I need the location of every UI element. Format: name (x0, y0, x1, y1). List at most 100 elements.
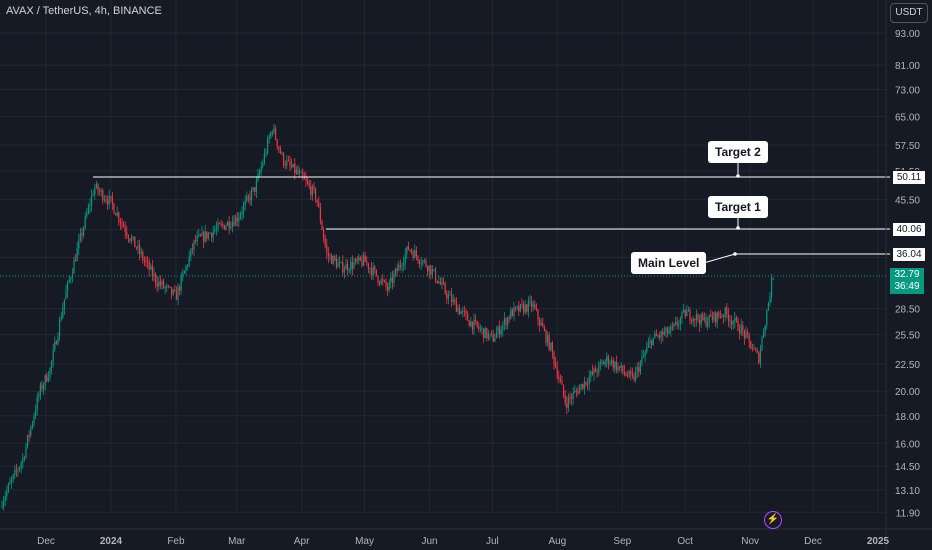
candle-body (337, 262, 339, 268)
candle-body (137, 245, 139, 249)
candle-body (506, 317, 509, 326)
candle-body (682, 309, 685, 312)
candle-body (674, 321, 677, 324)
candle-body (103, 199, 105, 201)
candle-body (562, 384, 565, 395)
candle-body (471, 321, 473, 330)
price-tick-label: 20.00 (895, 387, 920, 398)
candle-body (175, 290, 177, 300)
candle-body (486, 328, 488, 339)
candle-body (49, 367, 51, 378)
candle-body (348, 270, 350, 271)
main-level-pointer-dot (733, 252, 737, 256)
candle-body (650, 340, 653, 346)
time-tick-label: Aug (548, 536, 566, 547)
candle-body (770, 278, 773, 298)
candle-body (271, 132, 273, 133)
candle-body (590, 371, 592, 377)
last-price: 32.79 (894, 269, 920, 280)
candle-body (510, 309, 512, 319)
candle-body (439, 281, 441, 285)
candle-body (466, 313, 469, 321)
candle-body (543, 327, 545, 331)
candle-body (249, 196, 251, 201)
candle-body (511, 309, 513, 317)
candle-body (226, 221, 229, 226)
candle-body (338, 262, 341, 263)
candle-body (599, 362, 601, 364)
time-tick-label: Dec (804, 536, 822, 547)
currency-button[interactable]: USDT (890, 3, 928, 23)
candle-body (236, 217, 238, 222)
candle-body (626, 375, 629, 377)
candle-body (751, 348, 753, 350)
candle-body (84, 216, 86, 228)
grid (0, 0, 886, 513)
target-2-pointer-dot (736, 174, 740, 178)
candle-body (436, 280, 438, 283)
candle-body (367, 263, 369, 269)
lightning-bolt-icon[interactable]: ⚡ (764, 511, 782, 529)
candle-body (207, 233, 209, 239)
candle-body (265, 152, 267, 154)
candle-body (346, 263, 349, 271)
candle-body (262, 162, 264, 167)
candle-body (460, 311, 462, 314)
time-axis: Dec 2024 Feb Mar Apr May Jun Jul Aug Sep Oct Nov Dec… (0, 528, 932, 547)
candle-body (105, 199, 107, 201)
main-level-label[interactable]: Main Level (631, 252, 707, 274)
candle-body (79, 233, 81, 240)
candle-body (166, 285, 168, 288)
candle-body (711, 316, 713, 320)
candle-body (578, 387, 581, 394)
candle-body (102, 190, 104, 201)
candle-body (586, 384, 589, 385)
candle-body (441, 282, 443, 285)
candle-body (556, 366, 558, 377)
candle-body (412, 252, 414, 258)
candle-body (114, 213, 117, 216)
candle-body (391, 277, 393, 283)
candle-body (370, 268, 373, 276)
candle-body (46, 375, 48, 382)
candle-body (455, 301, 457, 312)
time-tick-label: Jul (486, 536, 499, 547)
candle-body (743, 330, 745, 339)
candle-body (30, 426, 32, 436)
candle-body (612, 359, 614, 368)
candle-body (692, 318, 694, 322)
candle-body (644, 352, 646, 356)
candle-body (247, 196, 249, 198)
time-tick-label: Oct (677, 536, 693, 547)
candle-body (239, 214, 241, 218)
candle-body (186, 265, 189, 267)
time-tick-label: Apr (294, 536, 310, 547)
candle-body (177, 287, 179, 300)
candle-body (146, 261, 149, 263)
candle-body (697, 314, 699, 320)
candle-body (369, 268, 371, 270)
candle-body (198, 234, 200, 237)
symbol-title[interactable]: AVAX / TetherUS, 4h, BINANCE (6, 5, 162, 17)
candle-body (732, 322, 734, 325)
candle-body (300, 171, 302, 173)
candle-body (92, 194, 94, 196)
candle-body (457, 307, 459, 312)
time-tick-label: Dec (37, 536, 55, 547)
candle-body (430, 265, 432, 275)
price-tick-label: 28.50 (895, 305, 920, 316)
candle-body (433, 269, 435, 271)
candle-body (617, 366, 619, 371)
target-1-label[interactable]: Target 1 (708, 196, 768, 218)
candle-body (636, 367, 638, 372)
candle-body (57, 336, 59, 345)
candle-body (594, 368, 597, 372)
target-2-label[interactable]: Target 2 (708, 141, 768, 163)
candle-body (188, 256, 190, 266)
candle-body (454, 299, 456, 302)
candle-body (574, 390, 576, 393)
candle-body (721, 315, 723, 318)
candle-body (734, 317, 736, 323)
candle-body (404, 253, 406, 264)
